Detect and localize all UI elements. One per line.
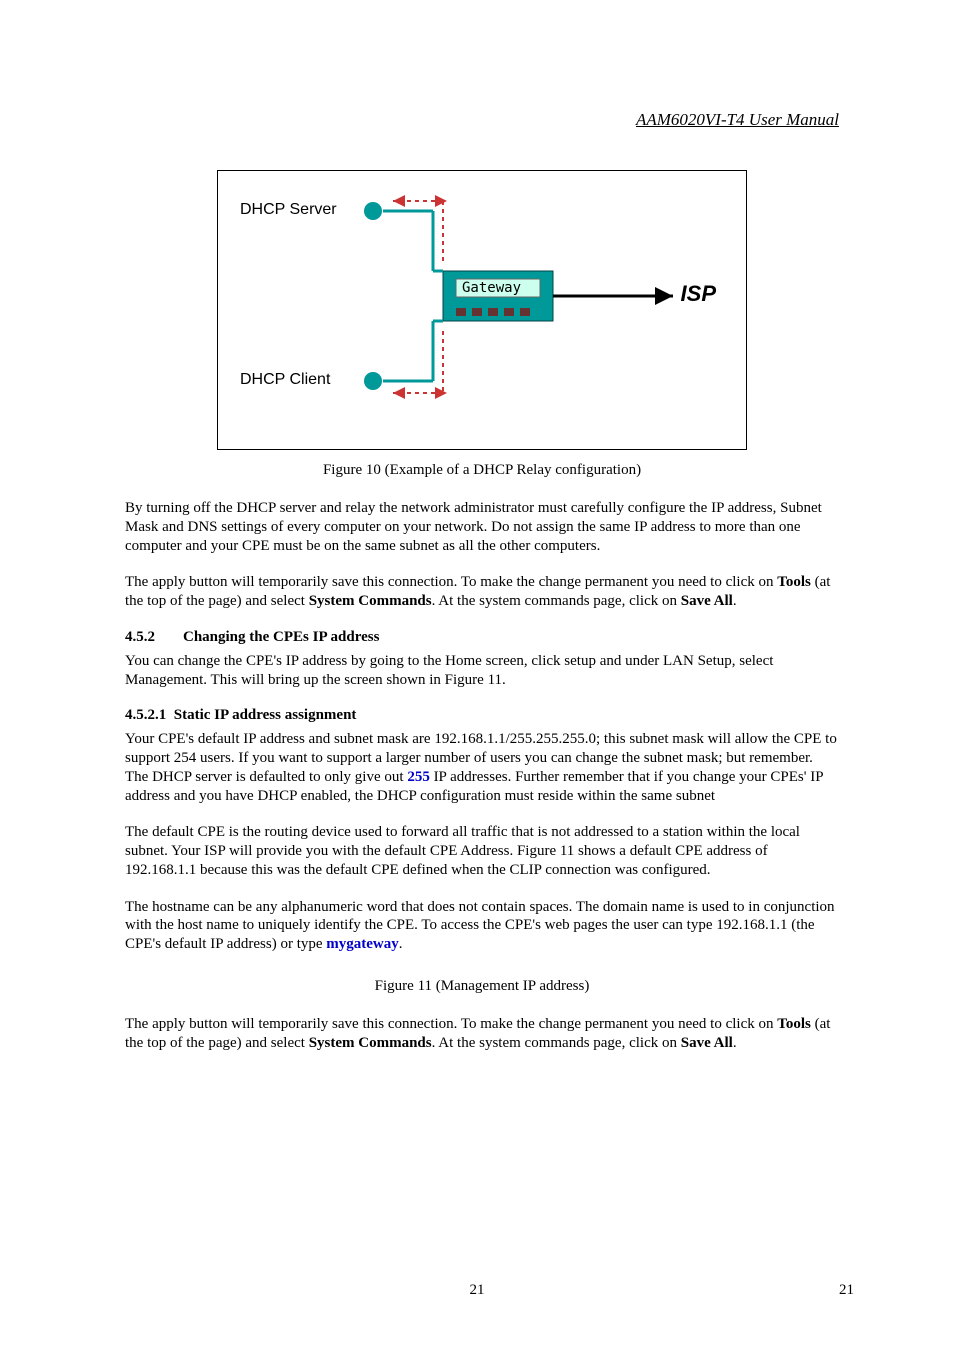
- dhcp-client-label: DHCP Client: [240, 371, 330, 389]
- paragraph-3: You can change the CPE's IP address by g…: [125, 652, 839, 690]
- p6c: .: [399, 936, 403, 952]
- p7b: Tools: [777, 1016, 811, 1032]
- paragraph-7: The apply button will temporarily save t…: [125, 1015, 839, 1053]
- paragraph-2: The apply button will temporarily save t…: [125, 573, 839, 611]
- section-4-5-2-1-heading: 4.5.2.1 Static IP address assignment: [125, 707, 839, 724]
- p7a: The apply button will temporarily save t…: [125, 1016, 777, 1032]
- section-4-5-2-heading: 4.5.2Changing the CPEs IP address: [125, 629, 839, 646]
- figure-10-caption: Figure 10 (Example of a DHCP Relay confi…: [125, 462, 839, 479]
- dhcp-server-label: DHCP Server: [240, 201, 337, 219]
- p2g: .: [733, 593, 737, 609]
- p4b: 255: [407, 769, 430, 785]
- paragraph-5: The default CPE is the routing device us…: [125, 823, 839, 879]
- p2a: The apply button will temporarily save t…: [125, 574, 777, 590]
- p6a: The hostname can be any alphanumeric wor…: [125, 899, 835, 953]
- document-page: AAM6020VI-T4 User Manual: [0, 0, 954, 1351]
- page-header: AAM6020VI-T4 User Manual: [125, 110, 839, 130]
- p2d: System Commands: [309, 593, 432, 609]
- page-number-center: 21: [0, 1282, 954, 1299]
- sec452-num: 4.5.2: [125, 629, 183, 646]
- paragraph-1: By turning off the DHCP server and relay…: [125, 499, 839, 555]
- p2b: Tools: [777, 574, 811, 590]
- p7e: . At the system commands page, click on: [432, 1035, 681, 1051]
- figure-11-caption: Figure 11 (Management IP address): [125, 978, 839, 995]
- paragraph-6: The hostname can be any alphanumeric wor…: [125, 898, 839, 954]
- isp-label: ISP: [681, 281, 716, 307]
- paragraph-4: Your CPE's default IP address and subnet…: [125, 730, 839, 805]
- p2f: Save All: [681, 593, 733, 609]
- sec4521-title: Static IP address assignment: [174, 707, 357, 723]
- figure-10-diagram: DHCP Server DHCP Client ISP Gateway: [217, 170, 747, 450]
- sec452-title: Changing the CPEs IP address: [183, 629, 379, 645]
- page-number-right: 21: [839, 1282, 854, 1299]
- p7g: .: [733, 1035, 737, 1051]
- p2e: . At the system commands page, click on: [432, 593, 681, 609]
- p6b: mygateway: [326, 936, 398, 952]
- p7d: System Commands: [309, 1035, 432, 1051]
- gateway-label: Gateway: [462, 280, 521, 296]
- sec4521-num: 4.5.2.1: [125, 707, 166, 723]
- p7f: Save All: [681, 1035, 733, 1051]
